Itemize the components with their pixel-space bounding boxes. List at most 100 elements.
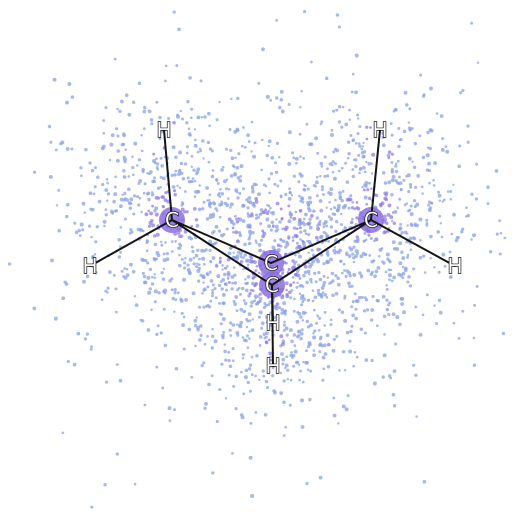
density-dot bbox=[330, 271, 335, 276]
density-dot bbox=[323, 292, 327, 297]
density-dot bbox=[70, 147, 74, 151]
density-dot bbox=[248, 292, 252, 296]
density-dot bbox=[173, 192, 177, 197]
density-dot bbox=[383, 181, 388, 185]
density-dot bbox=[239, 259, 244, 264]
density-dot bbox=[295, 227, 299, 231]
density-dot bbox=[245, 282, 248, 286]
density-dot bbox=[269, 228, 273, 232]
density-dot bbox=[331, 348, 336, 353]
density-dot bbox=[399, 188, 403, 192]
density-dot bbox=[371, 294, 375, 298]
density-dot bbox=[307, 203, 311, 207]
density-dot bbox=[307, 272, 311, 276]
density-dot bbox=[397, 144, 401, 149]
density-dot bbox=[390, 152, 394, 156]
density-dot bbox=[414, 185, 418, 189]
density-dot bbox=[195, 223, 200, 228]
density-dot bbox=[293, 297, 296, 301]
density-dot bbox=[301, 200, 305, 204]
density-dot bbox=[197, 279, 201, 283]
density-dot bbox=[287, 196, 292, 201]
density-dot bbox=[408, 183, 413, 187]
density-dot bbox=[382, 314, 387, 319]
density-dot bbox=[286, 377, 290, 381]
density-dot bbox=[202, 200, 206, 204]
density-dot bbox=[357, 153, 361, 157]
density-dot bbox=[63, 280, 67, 284]
density-dot bbox=[306, 368, 310, 371]
density-dot bbox=[282, 323, 287, 327]
density-dot bbox=[255, 301, 260, 306]
density-dot bbox=[136, 195, 140, 199]
density-dot bbox=[193, 324, 198, 328]
density-dot bbox=[323, 324, 326, 327]
density-dot bbox=[254, 197, 259, 201]
density-dot bbox=[90, 235, 93, 239]
density-dot bbox=[207, 198, 211, 202]
density-dot bbox=[284, 312, 287, 316]
density-dot bbox=[329, 217, 334, 221]
density-dot bbox=[171, 145, 176, 150]
density-dot bbox=[179, 298, 184, 303]
density-dot bbox=[391, 392, 396, 397]
density-dot bbox=[370, 172, 374, 175]
density-dot bbox=[196, 262, 199, 265]
density-dot bbox=[314, 136, 319, 141]
density-dot bbox=[357, 142, 361, 145]
density-dot bbox=[283, 320, 286, 324]
density-dot bbox=[349, 194, 353, 198]
density-dot bbox=[310, 60, 313, 64]
density-dot bbox=[452, 212, 456, 217]
density-dot bbox=[373, 239, 376, 243]
density-dot bbox=[242, 310, 246, 314]
density-dot bbox=[444, 145, 448, 148]
density-dot bbox=[239, 292, 242, 296]
density-dot bbox=[384, 230, 388, 234]
density-dot bbox=[312, 183, 316, 188]
density-dot bbox=[308, 241, 313, 246]
density-dot bbox=[346, 394, 350, 398]
density-dot bbox=[218, 191, 221, 195]
density-dot bbox=[89, 347, 93, 351]
density-dot bbox=[405, 202, 409, 205]
density-dot bbox=[394, 179, 398, 183]
density-dot bbox=[156, 186, 161, 190]
density-dot bbox=[296, 310, 300, 314]
density-dot bbox=[221, 336, 225, 340]
density-dot bbox=[94, 271, 98, 275]
density-dot bbox=[385, 191, 389, 195]
density-dot bbox=[224, 187, 229, 191]
density-dot bbox=[242, 268, 245, 271]
density-dot bbox=[406, 224, 409, 227]
density-dot bbox=[254, 200, 259, 204]
density-dot bbox=[250, 212, 254, 216]
density-dot bbox=[246, 274, 251, 279]
density-dot bbox=[118, 378, 123, 383]
density-dot bbox=[194, 253, 199, 258]
density-dot bbox=[250, 300, 254, 305]
density-dot bbox=[336, 282, 341, 287]
density-dot bbox=[395, 315, 400, 319]
density-dot bbox=[372, 259, 376, 262]
density-dot bbox=[194, 344, 197, 348]
density-dot bbox=[226, 264, 229, 268]
density-dot bbox=[428, 128, 432, 132]
density-dot bbox=[409, 204, 413, 208]
density-dot bbox=[162, 205, 165, 209]
density-dot bbox=[427, 161, 431, 166]
density-dot bbox=[190, 224, 194, 228]
density-dot bbox=[143, 105, 147, 110]
density-dot bbox=[173, 291, 177, 295]
density-dot bbox=[95, 225, 99, 229]
density-dot bbox=[220, 168, 224, 172]
density-dot bbox=[173, 189, 177, 193]
density-dot bbox=[113, 192, 118, 197]
density-dot bbox=[232, 165, 236, 169]
density-dot bbox=[237, 217, 240, 220]
density-dot bbox=[235, 217, 238, 221]
density-dot bbox=[127, 175, 131, 178]
density-dot bbox=[284, 225, 289, 230]
density-dot bbox=[245, 334, 249, 338]
density-dot bbox=[203, 287, 207, 292]
